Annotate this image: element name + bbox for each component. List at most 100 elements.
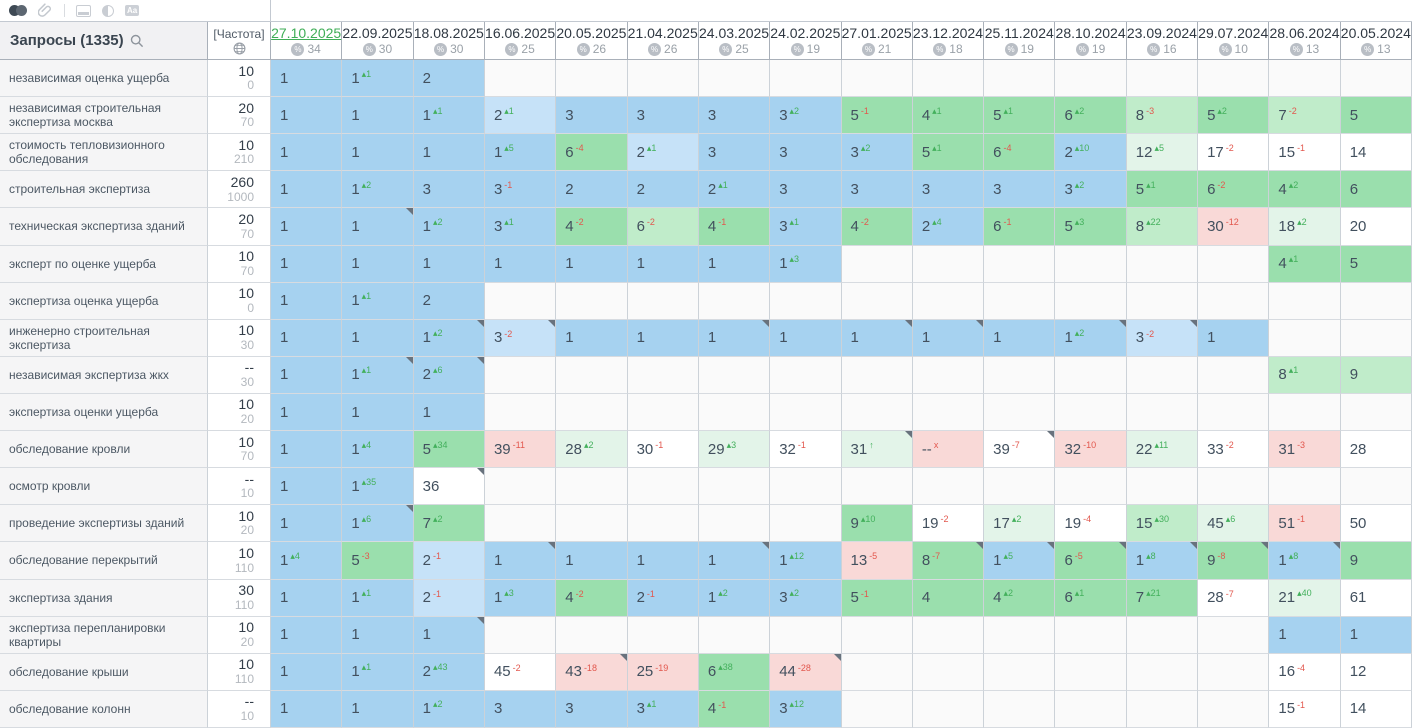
position-cell[interactable]: 2 -1 [413, 579, 485, 617]
position-cell[interactable]: 1 ▴4 [271, 542, 343, 580]
position-cell[interactable]: 1 [342, 134, 414, 172]
position-cell[interactable]: 3 [698, 134, 771, 172]
keyword-cell[interactable]: обследование кровли [0, 431, 208, 469]
position-cell[interactable]: 6 [1340, 171, 1412, 209]
position-cell[interactable]: 2 ▴6 [413, 356, 485, 394]
position-cell[interactable]: 1 [413, 393, 485, 432]
date-column-header[interactable]: 20.05.2024% 13 [1340, 22, 1412, 60]
position-cell[interactable]: 1 ▴2 [342, 171, 414, 209]
position-cell[interactable]: 17 -2 [1198, 134, 1270, 172]
position-cell[interactable]: 1 [413, 616, 485, 654]
position-cell[interactable]: 9 ▴10 [841, 505, 913, 543]
position-cell[interactable]: 14 [1340, 690, 1412, 728]
position-cell[interactable]: 3 ▴1 [627, 690, 699, 728]
position-cell[interactable]: 61 [1340, 579, 1412, 617]
position-cell[interactable]: 1 [1269, 616, 1341, 654]
position-cell[interactable]: 1 ▴2 [698, 579, 771, 617]
position-cell[interactable]: 1 [271, 245, 343, 283]
queries-header[interactable]: Запросы (1335) [0, 22, 208, 60]
position-cell[interactable]: 9 -8 [1198, 542, 1270, 580]
position-cell[interactable]: 3 -1 [484, 171, 557, 209]
position-cell[interactable]: 3 [556, 97, 628, 135]
position-cell[interactable]: 12 [1340, 653, 1412, 691]
position-cell[interactable]: 2 ▴1 [627, 134, 699, 172]
date-column-header[interactable]: 24.03.2025% 25 [698, 22, 771, 60]
position-cell[interactable]: 15 -1 [1269, 134, 1341, 172]
position-cell[interactable]: 6 -5 [1055, 542, 1127, 580]
position-cell[interactable]: 1 [271, 505, 343, 543]
position-cell[interactable]: 1 [627, 319, 699, 357]
position-cell[interactable]: 3 [484, 690, 557, 728]
position-cell[interactable]: 1 [271, 616, 343, 654]
position-cell[interactable]: 36 [413, 468, 485, 506]
position-cell[interactable]: 44 -28 [770, 653, 842, 691]
position-cell[interactable]: 1 [841, 319, 913, 357]
date-column-header[interactable]: 27.10.2025% 34 [271, 22, 343, 60]
date-label[interactable]: 29.07.2024 [1198, 25, 1269, 41]
position-cell[interactable]: 16 -4 [1269, 653, 1341, 691]
position-cell[interactable]: 30 -12 [1198, 208, 1270, 246]
position-cell[interactable]: 1 [1198, 319, 1270, 357]
position-cell[interactable]: 6 ▴2 [1055, 97, 1127, 135]
position-cell[interactable]: 51 -1 [1269, 505, 1341, 543]
position-cell[interactable]: 1 [271, 431, 343, 469]
position-cell[interactable]: 1 ▴2 [413, 319, 485, 357]
position-cell[interactable]: 15 ▴30 [1126, 505, 1199, 543]
position-cell[interactable]: 9 [1340, 542, 1412, 580]
position-cell[interactable]: 19 -2 [912, 505, 985, 543]
frequency-header[interactable]: [Частота] [208, 22, 271, 60]
date-label[interactable]: 21.04.2025 [627, 25, 698, 41]
position-cell[interactable]: 5 -3 [342, 542, 414, 580]
position-cell[interactable]: 3 [912, 171, 985, 209]
position-cell[interactable]: 1 [984, 319, 1056, 357]
keyword-cell[interactable]: строительная экспертиза [0, 171, 208, 209]
position-cell[interactable]: 2 ▴10 [1055, 134, 1127, 172]
position-cell[interactable]: 5 -1 [841, 579, 913, 617]
position-cell[interactable]: 5 -1 [841, 97, 913, 135]
position-cell[interactable]: 1 ▴2 [1055, 319, 1127, 357]
position-cell[interactable]: 1 [271, 690, 343, 728]
position-cell[interactable]: 45 -2 [484, 653, 557, 691]
keyword-cell[interactable]: экспертиза оценки ущерба [0, 393, 208, 432]
keyword-cell[interactable]: эксперт по оценке ущерба [0, 245, 208, 283]
position-cell[interactable]: 1 ▴1 [342, 282, 414, 320]
position-cell[interactable]: 1 [342, 97, 414, 135]
position-cell[interactable]: 2 [627, 171, 699, 209]
position-cell[interactable]: 8 -7 [912, 542, 985, 580]
position-cell[interactable]: 3 [770, 134, 842, 172]
date-label[interactable]: 28.10.2024 [1055, 25, 1126, 41]
attach-link-icon[interactable] [38, 3, 53, 18]
position-cell[interactable]: 1 [271, 134, 343, 172]
position-cell[interactable]: 3 ▴2 [770, 97, 842, 135]
position-cell[interactable]: 4 -1 [698, 208, 771, 246]
position-cell[interactable]: 5 ▴1 [912, 134, 985, 172]
position-cell[interactable]: 1 [556, 245, 628, 283]
position-cell[interactable]: 1 [342, 690, 414, 728]
keyword-cell[interactable]: инженерно строительная экспертиза [0, 319, 208, 357]
position-cell[interactable]: 2 [556, 171, 628, 209]
position-cell[interactable]: 1 ▴6 [342, 505, 414, 543]
position-cell[interactable]: 1 ▴1 [342, 60, 414, 98]
position-cell[interactable]: 5 ▴34 [413, 431, 485, 469]
position-cell[interactable]: 1 [342, 616, 414, 654]
position-cell[interactable]: 25 -19 [627, 653, 699, 691]
keyword-cell[interactable]: независимая оценка ущерба [0, 60, 208, 98]
position-cell[interactable]: 32 -1 [770, 431, 842, 469]
position-cell[interactable]: 1 [698, 319, 771, 357]
position-cell[interactable]: 21 ▴40 [1269, 579, 1341, 617]
position-cell[interactable]: 3 [984, 171, 1056, 209]
snapshot-icon[interactable] [76, 4, 91, 17]
position-cell[interactable]: 6 -4 [556, 134, 628, 172]
position-cell[interactable]: 20 [1340, 208, 1412, 246]
date-label[interactable]: 28.06.2024 [1269, 25, 1340, 41]
position-cell[interactable]: 2 ▴1 [698, 171, 771, 209]
position-cell[interactable]: 1 [271, 393, 343, 432]
position-cell[interactable]: 3 [556, 690, 628, 728]
position-cell[interactable]: 1 ▴12 [770, 542, 842, 580]
position-cell[interactable]: 39 -7 [984, 431, 1056, 469]
keyword-cell[interactable]: независимая экспертиза жкх [0, 356, 208, 394]
position-cell[interactable]: 1 ▴35 [342, 468, 414, 506]
position-cell[interactable]: 1 [698, 542, 771, 580]
date-column-header[interactable]: 24.02.2025% 19 [770, 22, 842, 60]
position-cell[interactable]: 1 [271, 60, 343, 98]
